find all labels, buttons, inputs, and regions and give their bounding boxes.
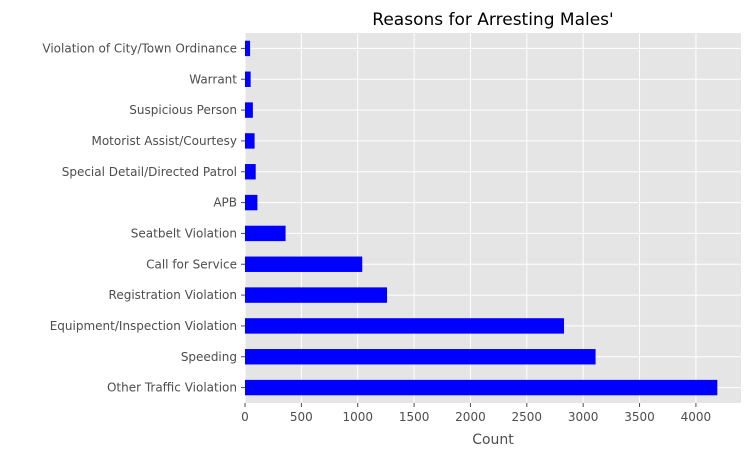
x-tick-label: 3000 bbox=[568, 410, 599, 424]
x-tick-label: 500 bbox=[290, 410, 313, 424]
category-label: Equipment/Inspection Violation bbox=[50, 319, 237, 333]
x-tick-label: 4000 bbox=[681, 410, 712, 424]
bar bbox=[245, 318, 565, 334]
x-tick-label: 3500 bbox=[624, 410, 655, 424]
x-tick-label: 1500 bbox=[399, 410, 430, 424]
chart-title: Reasons for Arresting Males' bbox=[372, 10, 613, 30]
category-label: Special Detail/Directed Patrol bbox=[62, 165, 237, 179]
category-labels: Other Traffic Violation Speeding Equipment… bbox=[42, 41, 245, 395]
category-label: Suspicious Person bbox=[129, 103, 237, 117]
bar bbox=[245, 40, 251, 57]
bar bbox=[245, 225, 286, 242]
bar bbox=[245, 133, 255, 149]
category-label: Seatbelt Violation bbox=[131, 226, 237, 240]
bars bbox=[245, 40, 718, 396]
category-label: Warrant bbox=[189, 72, 237, 86]
x-axis-title: Count bbox=[472, 432, 514, 448]
category-label: Violation of City/Town Ordinance bbox=[42, 41, 237, 55]
category-label: Registration Violation bbox=[109, 288, 237, 302]
bar bbox=[245, 287, 388, 303]
x-tick-label: 2500 bbox=[512, 410, 543, 424]
bar bbox=[245, 256, 363, 272]
bar bbox=[245, 71, 251, 87]
category-label: Call for Service bbox=[146, 257, 237, 271]
plot-area bbox=[245, 33, 741, 403]
bar bbox=[245, 164, 256, 180]
bar bbox=[245, 102, 253, 118]
bar bbox=[245, 194, 258, 211]
category-label: Speeding bbox=[181, 350, 237, 364]
bar bbox=[245, 379, 718, 396]
category-label: Motorist Assist/Courtesy bbox=[91, 134, 237, 148]
category-label: APB bbox=[213, 196, 237, 210]
bar bbox=[245, 349, 596, 365]
x-tick-label: 2000 bbox=[455, 410, 486, 424]
category-label: Other Traffic Violation bbox=[107, 381, 237, 395]
x-tick-label: 1000 bbox=[342, 410, 373, 424]
x-tick-labels: 0 500 1000 1500 2000 2500 3000 3500 4000 bbox=[241, 403, 711, 424]
x-tick-label: 0 bbox=[241, 410, 249, 424]
